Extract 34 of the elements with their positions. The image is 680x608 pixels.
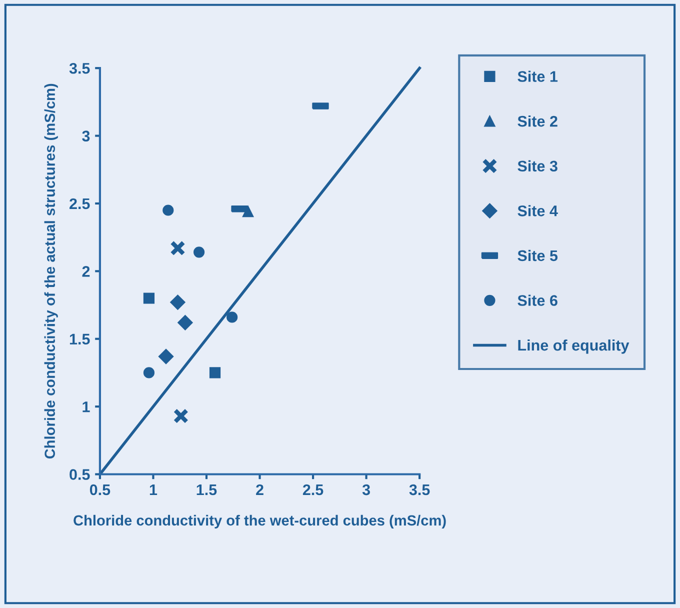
y-tick-label: 3 [82, 130, 90, 142]
y-tick-label: 1.5 [70, 334, 90, 345]
point [170, 240, 186, 256]
x-tick-label: 1.5 [196, 484, 217, 496]
y-tick-label: 0.5 [70, 469, 90, 480]
x-tick-label: 2 [256, 484, 264, 496]
point [158, 348, 174, 364]
legend-label: Site 3 [518, 160, 558, 172]
point [173, 408, 189, 424]
x-tick-label: 1 [150, 484, 158, 496]
legend-label: Site 1 [518, 70, 558, 82]
legend-label: Site 4 [518, 205, 558, 216]
point [143, 367, 155, 378]
point [226, 312, 238, 323]
y-axis-title: Chloride conductivity of the actual structures (mS/cm) [44, 84, 58, 459]
point [143, 292, 155, 304]
y-tick-label: 2 [82, 266, 90, 277]
x-tick-label: 2.5 [302, 484, 324, 496]
legend-label: Site 6 [518, 294, 558, 306]
x-tick-label: 3.5 [409, 484, 430, 496]
x-tick-label: 3 [362, 484, 370, 496]
legend-label: Site 5 [518, 250, 558, 262]
legend-label: Site 2 [518, 116, 558, 127]
legend-label: Line of equality [518, 339, 630, 354]
y-tick-label: 2.5 [70, 198, 90, 210]
point [193, 246, 205, 258]
x-tick-label: 0.5 [90, 484, 110, 496]
point [162, 204, 174, 216]
point [178, 315, 193, 330]
point [209, 367, 221, 378]
y-tick-label: 1 [82, 402, 90, 412]
y-tick-label: 3.5 [69, 62, 90, 74]
x-axis-title: Chloride conductivity of the wet-cured cubes (mS/cm) [74, 514, 446, 528]
point [170, 294, 186, 310]
